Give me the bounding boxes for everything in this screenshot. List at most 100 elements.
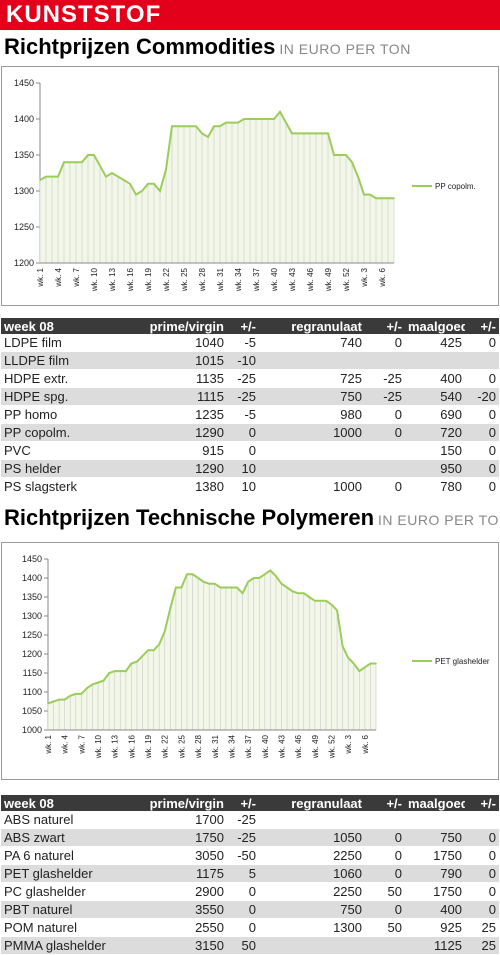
chart2-point	[352, 662, 355, 665]
commodities-chart-svg: 1200 1250 1300 1350 1400 1450 wk. 1 wk. 4 wk. 7 w…	[14, 78, 476, 292]
technische-table-row: ABS zwart 1750 -25 1050 0 750 0	[1, 828, 499, 847]
commodities-table-value-cell	[465, 351, 499, 370]
commodities-table-row: PVC 915 0 150 0	[1, 441, 499, 460]
chart2-point	[163, 630, 166, 632]
technische-table-value-cell: 925	[405, 918, 465, 937]
chart2-ytick-label: 1200	[22, 649, 42, 659]
chart1-xtick-label: wk. 49	[324, 267, 333, 292]
commodities-table-value-cell: 1000	[259, 477, 365, 496]
chart1-point	[375, 197, 377, 199]
technische-table-value-cell: 0	[465, 846, 499, 865]
commodities-table-row: PP homo 1235 -5 980 0 690 0	[1, 405, 499, 424]
commodities-table-value-cell: 0	[465, 369, 499, 388]
commodities-table-value-cell: 0	[465, 459, 499, 478]
chart2-point	[86, 687, 88, 689]
commodities-table-value-cell: 10	[227, 477, 259, 496]
commodities-table-value-cell: -25	[227, 369, 259, 388]
commodities-table-value-cell	[405, 351, 465, 370]
commodities-table-value-cell: 0	[465, 423, 499, 442]
technische-table-value-cell: 3550	[111, 900, 227, 919]
chart2-xtick-label: wk. 52	[328, 734, 337, 759]
commodities-table-value-cell: 0	[365, 423, 405, 442]
chart1-xtick-label: wk. 7	[72, 267, 81, 287]
chart1-point	[291, 132, 293, 135]
chart1-point	[195, 125, 197, 127]
technische-table-value-cell: 0	[365, 900, 405, 919]
chart1-point	[39, 179, 41, 181]
chart1-point	[255, 118, 257, 120]
technische-table-value-cell: 3050	[111, 846, 227, 865]
commodities-table-value-cell: 1000	[259, 423, 365, 442]
commodities-table-value-cell: 1040	[111, 334, 227, 352]
technische-table-value-cell: 1750	[405, 846, 465, 865]
technische-table-value-cell	[465, 811, 499, 829]
technische-table-material-cell: ABS naturel	[1, 811, 111, 829]
commodities-table-value-cell: 720	[405, 423, 465, 442]
chart2-point	[269, 569, 272, 572]
commodities-table-material-cell: PS slagsterk	[1, 477, 111, 496]
chart1-xtick-label: wk. 40	[270, 267, 279, 292]
chart1-point	[171, 125, 173, 127]
commodities-table-value-cell: 1380	[111, 477, 227, 496]
chart2-point	[375, 662, 377, 665]
chart2-ytick-label: 1100	[23, 687, 42, 697]
chart1-xtick-label: wk. 46	[306, 267, 315, 292]
commodities-table-column-header: +/-	[465, 318, 499, 334]
commodities-table-value-cell	[259, 441, 365, 460]
commodities-table-value-cell: -10	[227, 351, 259, 370]
chart2-point	[202, 581, 205, 583]
chart1-point	[213, 125, 215, 127]
chart2-point	[264, 573, 266, 575]
chart1-ytick-label: 1450	[14, 78, 34, 88]
chart2-point	[52, 700, 55, 703]
chart1-xtick-label: wk. 43	[288, 267, 297, 292]
technische-table-value-cell: 50	[365, 918, 405, 937]
technische-table-value-cell: -50	[227, 846, 259, 865]
chart2-point	[252, 577, 255, 579]
chart1-point	[273, 118, 275, 120]
chart1-xtick-label: wk. 3	[360, 267, 369, 287]
chart1-xtick-label: wk. 52	[342, 267, 351, 292]
technische-table-value-cell: 2550	[111, 918, 227, 937]
technische-table-value-cell: 2250	[259, 846, 365, 865]
commodities-table-column-header: regranulaat	[259, 318, 365, 334]
commodities-table-value-cell: 1135	[111, 369, 227, 388]
chart2-ytick-label: 1250	[22, 630, 42, 640]
technische-table-column-header: +/-	[465, 795, 499, 811]
chart1-xtick-label: wk. 13	[108, 267, 117, 292]
technische-table-row: PA 6 naturel 3050 -50 2250 0 1750 0	[1, 846, 499, 865]
chart1-point	[363, 193, 365, 196]
chart1-point	[105, 175, 107, 178]
commodities-title: Richtprijzen Commodities IN EURO PER TON	[4, 34, 411, 60]
technische-table-column-header: +/-	[365, 795, 405, 811]
commodities-title-text: Richtprijzen Commodities	[4, 34, 276, 59]
chart2-point	[330, 603, 333, 606]
commodities-table-value-cell: 0	[465, 441, 499, 460]
technische-table-value-cell: 0	[227, 900, 259, 919]
chart1-point	[357, 175, 359, 178]
chart1-point	[303, 132, 305, 135]
commodities-table-value-cell: -25	[365, 369, 405, 388]
chart2-point	[336, 609, 338, 612]
commodities-table-value-cell: 1290	[111, 459, 227, 478]
technische-table-value-cell: 0	[465, 882, 499, 901]
commodities-table-value-cell: -5	[227, 334, 259, 352]
chart2-point	[197, 577, 199, 579]
technische-unit: IN EURO PER TON	[378, 512, 500, 528]
commodities-table-material-cell: HDPE spg.	[1, 387, 111, 406]
chart2-point	[341, 645, 344, 648]
chart1-point	[111, 172, 113, 174]
chart2-point	[69, 695, 72, 697]
technische-table-value-cell: 0	[465, 864, 499, 883]
commodities-table-material-cell: PVC	[1, 441, 111, 460]
commodities-table-value-cell: -25	[227, 387, 259, 406]
technische-table-value-cell: 0	[227, 882, 259, 901]
technische-table-value-cell	[405, 811, 465, 829]
chart2-point	[280, 582, 283, 585]
chart2-point	[97, 681, 99, 684]
commodities-table-value-cell: 980	[259, 405, 365, 424]
technische-table-value-cell: 25	[465, 918, 499, 937]
chart1-ytick-label: 1400	[14, 114, 34, 124]
chart2-ytick-label: 1150	[23, 668, 42, 678]
commodities-table-value-cell	[365, 351, 405, 370]
